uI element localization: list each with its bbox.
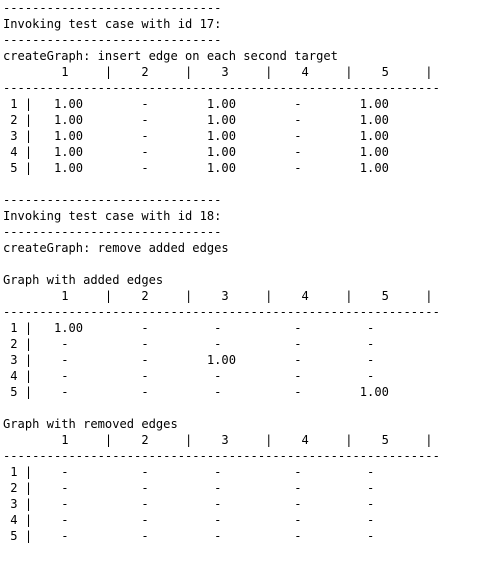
matrix-row: 4 | - - - - - — [3, 513, 375, 527]
matrix-row: 3 | - - - - - — [3, 497, 375, 511]
matrix-row: 3 | 1.00 - 1.00 - 1.00 — [3, 129, 389, 143]
section-title: Graph with added edges — [3, 273, 164, 287]
matrix-row: 5 | - - - - - — [3, 529, 375, 543]
test-case-header: Invoking test case with id 18: — [3, 209, 222, 223]
matrix-divider: ----------------------------------------… — [3, 449, 440, 463]
separator-line: ------------------------------ — [3, 225, 222, 239]
matrix-row: 2 | - - - - - — [3, 337, 375, 351]
test-case-header: Invoking test case with id 17: — [3, 17, 222, 31]
matrix-row: 2 | 1.00 - 1.00 - 1.00 — [3, 113, 389, 127]
matrix-column-header: 1 | 2 | 3 | 4 | 5 | — [3, 433, 433, 447]
matrix-row: 1 | 1.00 - - - - — [3, 321, 375, 335]
matrix-row: 4 | 1.00 - 1.00 - 1.00 — [3, 145, 389, 159]
separator-line: ------------------------------ — [3, 1, 222, 15]
matrix-divider: ----------------------------------------… — [3, 81, 440, 95]
section-title: Graph with removed edges — [3, 417, 178, 431]
matrix-row: 5 | - - - - 1.00 — [3, 385, 389, 399]
test-description: createGraph: insert edge on each second … — [3, 49, 338, 63]
matrix-row: 4 | - - - - - — [3, 369, 375, 383]
matrix-column-header: 1 | 2 | 3 | 4 | 5 | — [3, 65, 433, 79]
matrix-row: 1 | - - - - - — [3, 465, 375, 479]
matrix-row: 2 | - - - - - — [3, 481, 375, 495]
matrix-row: 1 | 1.00 - 1.00 - 1.00 — [3, 97, 389, 111]
matrix-row: 5 | 1.00 - 1.00 - 1.00 — [3, 161, 389, 175]
matrix-divider: ----------------------------------------… — [3, 305, 440, 319]
matrix-column-header: 1 | 2 | 3 | 4 | 5 | — [3, 289, 433, 303]
separator-line: ------------------------------ — [3, 33, 222, 47]
test-description: createGraph: remove added edges — [3, 241, 229, 255]
separator-line: ------------------------------ — [3, 193, 222, 207]
matrix-row: 3 | - - 1.00 - - — [3, 353, 375, 367]
